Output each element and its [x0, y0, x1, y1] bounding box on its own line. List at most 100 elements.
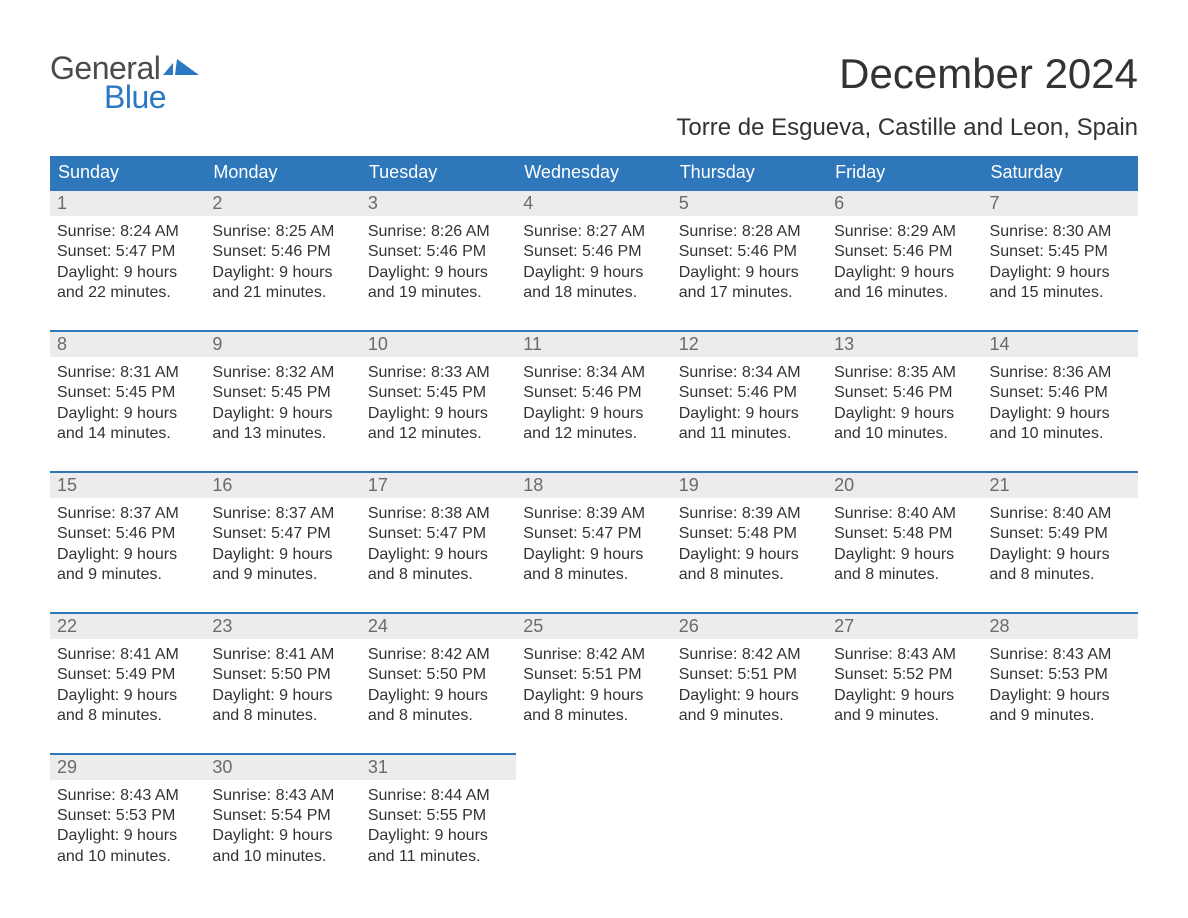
dow-thursday: Thursday: [672, 156, 827, 189]
day-number: 29: [50, 755, 205, 780]
day-sunrise: Sunrise: 8:44 AM: [368, 786, 509, 806]
day-sunrise: Sunrise: 8:40 AM: [834, 504, 975, 524]
day-sunset: Sunset: 5:51 PM: [679, 665, 820, 685]
day-daylight1: Daylight: 9 hours: [834, 404, 975, 424]
day-details: Sunrise: 8:24 AMSunset: 5:47 PMDaylight:…: [50, 216, 205, 310]
day-cell: 25Sunrise: 8:42 AMSunset: 5:51 PMDayligh…: [516, 612, 671, 733]
day-details: Sunrise: 8:43 AMSunset: 5:53 PMDaylight:…: [983, 639, 1138, 733]
day-details: Sunrise: 8:39 AMSunset: 5:47 PMDaylight:…: [516, 498, 671, 592]
day-details: Sunrise: 8:38 AMSunset: 5:47 PMDaylight:…: [361, 498, 516, 592]
day-details: Sunrise: 8:43 AMSunset: 5:54 PMDaylight:…: [205, 780, 360, 874]
day-daylight2: and 12 minutes.: [523, 424, 664, 444]
day-sunset: Sunset: 5:45 PM: [57, 383, 198, 403]
day-sunset: Sunset: 5:48 PM: [679, 524, 820, 544]
day-daylight2: and 10 minutes.: [834, 424, 975, 444]
day-cell: 6Sunrise: 8:29 AMSunset: 5:46 PMDaylight…: [827, 189, 982, 310]
day-details: Sunrise: 8:43 AMSunset: 5:52 PMDaylight:…: [827, 639, 982, 733]
day-daylight1: Daylight: 9 hours: [834, 545, 975, 565]
day-sunrise: Sunrise: 8:34 AM: [679, 363, 820, 383]
day-daylight1: Daylight: 9 hours: [368, 404, 509, 424]
day-daylight2: and 10 minutes.: [212, 847, 353, 867]
day-daylight2: and 8 minutes.: [523, 706, 664, 726]
day-cell: 16Sunrise: 8:37 AMSunset: 5:47 PMDayligh…: [205, 471, 360, 592]
day-sunrise: Sunrise: 8:36 AM: [990, 363, 1131, 383]
day-details: Sunrise: 8:42 AMSunset: 5:51 PMDaylight:…: [516, 639, 671, 733]
dow-sunday: Sunday: [50, 156, 205, 189]
day-sunrise: Sunrise: 8:43 AM: [834, 645, 975, 665]
day-cell: 26Sunrise: 8:42 AMSunset: 5:51 PMDayligh…: [672, 612, 827, 733]
day-daylight1: Daylight: 9 hours: [57, 686, 198, 706]
day-cell: 29Sunrise: 8:43 AMSunset: 5:53 PMDayligh…: [50, 753, 205, 874]
week-row: 1Sunrise: 8:24 AMSunset: 5:47 PMDaylight…: [50, 189, 1138, 310]
day-cell: 12Sunrise: 8:34 AMSunset: 5:46 PMDayligh…: [672, 330, 827, 451]
day-daylight2: and 11 minutes.: [368, 847, 509, 867]
day-daylight1: Daylight: 9 hours: [834, 686, 975, 706]
day-cell: 18Sunrise: 8:39 AMSunset: 5:47 PMDayligh…: [516, 471, 671, 592]
day-daylight1: Daylight: 9 hours: [212, 263, 353, 283]
day-number: 4: [516, 191, 671, 216]
day-daylight1: Daylight: 9 hours: [57, 404, 198, 424]
day-sunset: Sunset: 5:50 PM: [212, 665, 353, 685]
calendar-grid: Sunday Monday Tuesday Wednesday Thursday…: [50, 156, 1138, 873]
day-cell: 4Sunrise: 8:27 AMSunset: 5:46 PMDaylight…: [516, 189, 671, 310]
day-number: 1: [50, 191, 205, 216]
day-daylight1: Daylight: 9 hours: [679, 263, 820, 283]
day-of-week-header: Sunday Monday Tuesday Wednesday Thursday…: [50, 156, 1138, 189]
day-daylight1: Daylight: 9 hours: [57, 263, 198, 283]
day-sunrise: Sunrise: 8:37 AM: [212, 504, 353, 524]
day-sunrise: Sunrise: 8:38 AM: [368, 504, 509, 524]
day-daylight2: and 14 minutes.: [57, 424, 198, 444]
day-details: Sunrise: 8:40 AMSunset: 5:48 PMDaylight:…: [827, 498, 982, 592]
day-sunrise: Sunrise: 8:28 AM: [679, 222, 820, 242]
day-details: Sunrise: 8:30 AMSunset: 5:45 PMDaylight:…: [983, 216, 1138, 310]
day-sunset: Sunset: 5:49 PM: [57, 665, 198, 685]
day-number: 20: [827, 473, 982, 498]
day-daylight2: and 8 minutes.: [834, 565, 975, 585]
day-cell: 2Sunrise: 8:25 AMSunset: 5:46 PMDaylight…: [205, 189, 360, 310]
day-sunset: Sunset: 5:50 PM: [368, 665, 509, 685]
day-sunrise: Sunrise: 8:32 AM: [212, 363, 353, 383]
day-sunset: Sunset: 5:45 PM: [212, 383, 353, 403]
day-cell: 17Sunrise: 8:38 AMSunset: 5:47 PMDayligh…: [361, 471, 516, 592]
day-daylight1: Daylight: 9 hours: [368, 826, 509, 846]
day-sunrise: Sunrise: 8:24 AM: [57, 222, 198, 242]
day-cell: 7Sunrise: 8:30 AMSunset: 5:45 PMDaylight…: [983, 189, 1138, 310]
day-sunset: Sunset: 5:46 PM: [368, 242, 509, 262]
day-sunset: Sunset: 5:52 PM: [834, 665, 975, 685]
day-details: Sunrise: 8:41 AMSunset: 5:49 PMDaylight:…: [50, 639, 205, 733]
day-sunrise: Sunrise: 8:25 AM: [212, 222, 353, 242]
day-sunrise: Sunrise: 8:29 AM: [834, 222, 975, 242]
day-number: 31: [361, 755, 516, 780]
day-sunset: Sunset: 5:46 PM: [523, 383, 664, 403]
day-sunrise: Sunrise: 8:37 AM: [57, 504, 198, 524]
day-daylight2: and 8 minutes.: [679, 565, 820, 585]
day-sunset: Sunset: 5:53 PM: [57, 806, 198, 826]
day-sunset: Sunset: 5:47 PM: [212, 524, 353, 544]
day-number: 12: [672, 332, 827, 357]
day-details: Sunrise: 8:39 AMSunset: 5:48 PMDaylight:…: [672, 498, 827, 592]
day-details: Sunrise: 8:25 AMSunset: 5:46 PMDaylight:…: [205, 216, 360, 310]
day-daylight1: Daylight: 9 hours: [679, 545, 820, 565]
day-daylight1: Daylight: 9 hours: [57, 826, 198, 846]
day-number: 19: [672, 473, 827, 498]
day-sunrise: Sunrise: 8:27 AM: [523, 222, 664, 242]
day-number: 13: [827, 332, 982, 357]
day-daylight2: and 13 minutes.: [212, 424, 353, 444]
day-daylight2: and 9 minutes.: [212, 565, 353, 585]
day-daylight2: and 8 minutes.: [523, 565, 664, 585]
day-sunset: Sunset: 5:47 PM: [523, 524, 664, 544]
dow-saturday: Saturday: [983, 156, 1138, 189]
day-details: Sunrise: 8:34 AMSunset: 5:46 PMDaylight:…: [672, 357, 827, 451]
day-details: Sunrise: 8:42 AMSunset: 5:51 PMDaylight:…: [672, 639, 827, 733]
day-sunset: Sunset: 5:55 PM: [368, 806, 509, 826]
week-row: 15Sunrise: 8:37 AMSunset: 5:46 PMDayligh…: [50, 471, 1138, 592]
day-cell: 31 Sunrise: 8:44 AMSunset: 5:55 PMDayligh…: [361, 753, 516, 874]
day-number: 16: [205, 473, 360, 498]
day-daylight2: and 10 minutes.: [57, 847, 198, 867]
day-sunrise: Sunrise: 8:34 AM: [523, 363, 664, 383]
day-daylight1: Daylight: 9 hours: [212, 686, 353, 706]
day-sunrise: Sunrise: 8:40 AM: [990, 504, 1131, 524]
day-number: 11: [516, 332, 671, 357]
day-daylight2: and 11 minutes.: [679, 424, 820, 444]
day-daylight1: Daylight: 9 hours: [990, 263, 1131, 283]
